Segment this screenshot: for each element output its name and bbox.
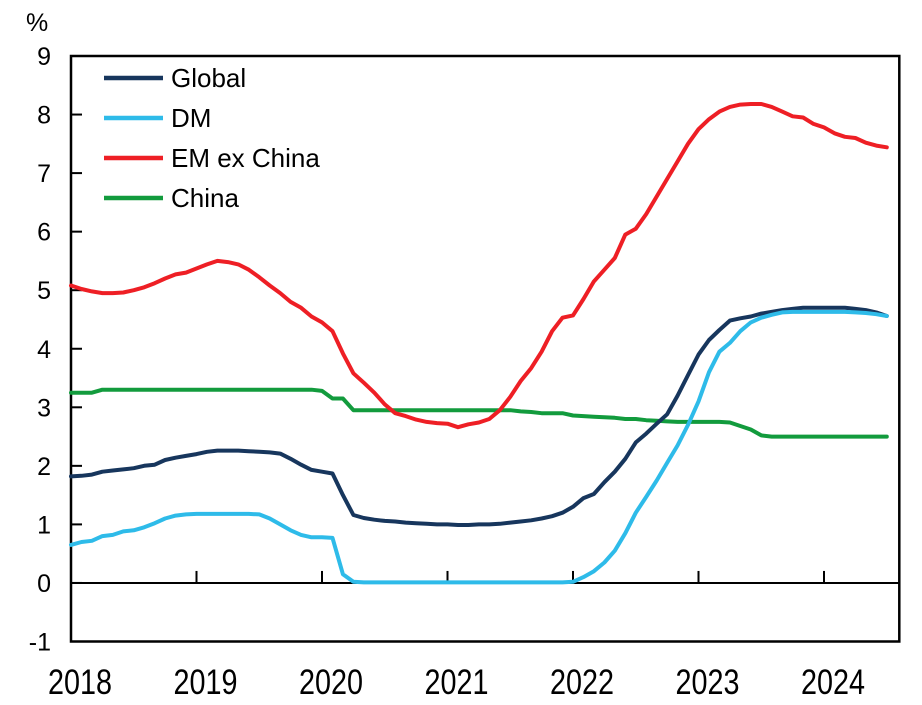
y-tick-label-5: 5: [37, 277, 51, 305]
series-line-em-ex-china: [69, 102, 889, 430]
legend-item-china: China: [104, 183, 239, 213]
x-axis-labels: 2018 2019 2020 2021 2022 2023 2024: [48, 663, 865, 702]
legend-item-dm: DM: [104, 103, 211, 133]
legend-item-global: Global: [104, 63, 246, 93]
x-tick-label-2024: 2024: [801, 663, 865, 702]
series-line-dm: [69, 309, 889, 585]
chart-legend: Global DM EM ex China China: [104, 63, 320, 213]
y-tick-label-0: 0: [37, 570, 51, 598]
y-tick-label-8: 8: [37, 102, 51, 130]
y-tick-label--1: -1: [29, 629, 51, 657]
legend-label-global: Global: [171, 63, 246, 93]
x-tick-label-2018: 2018: [48, 663, 112, 702]
y-tick-label-4: 4: [37, 336, 51, 364]
y-tick-label-1: 1: [37, 511, 51, 539]
x-tick-label-2022: 2022: [550, 663, 614, 702]
series-line-global: [69, 305, 889, 527]
x-tick-label-2020: 2020: [299, 663, 363, 702]
y-axis-labels: -1 0 1 2 3 4 5 6 7 8 9: [29, 43, 51, 657]
y-axis-ticks: [71, 113, 82, 584]
legend-item-em-ex-china: EM ex China: [104, 143, 320, 173]
y-axis-unit-label: %: [26, 9, 48, 37]
legend-label-china: China: [171, 183, 239, 213]
x-tick-label-2023: 2023: [676, 663, 740, 702]
y-tick-label-6: 6: [37, 219, 51, 247]
legend-label-dm: DM: [171, 103, 211, 133]
x-tick-label-2019: 2019: [174, 663, 238, 702]
series-line-china: [69, 387, 889, 439]
series-lines: [69, 102, 889, 585]
legend-label-em-ex-china: EM ex China: [171, 143, 320, 173]
y-tick-label-3: 3: [37, 394, 51, 422]
y-tick-label-7: 7: [37, 160, 51, 188]
y-tick-label-2: 2: [37, 453, 51, 481]
x-tick-label-2021: 2021: [425, 663, 489, 702]
y-tick-label-9: 9: [37, 43, 51, 71]
